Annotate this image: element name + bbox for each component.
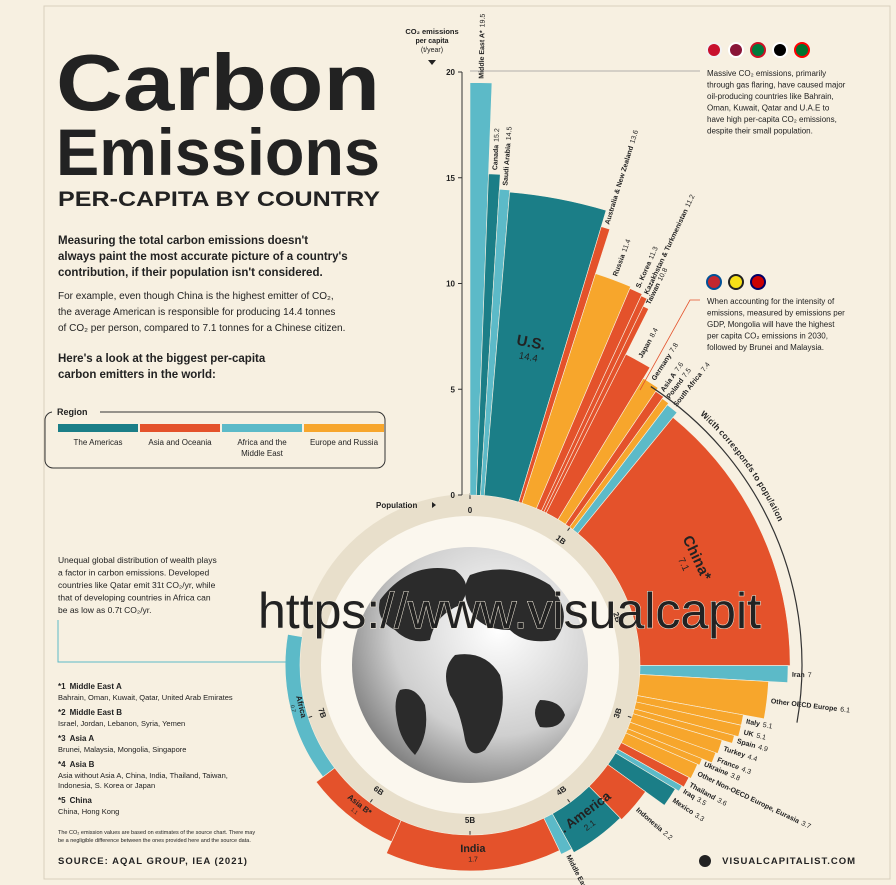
annotation: followed by Brunei and Malaysia. [707, 343, 824, 352]
subtitle: PER-CAPITA BY COUNTRY [58, 188, 380, 211]
footnote-marker: *2 [58, 708, 66, 717]
source: SOURCE: AQAL GROUP, IEA (2021) [58, 856, 248, 867]
intro-lead: contribution, if their population isn't … [58, 267, 323, 279]
disclaimer: The CO₂ emission values are based on est… [58, 830, 255, 836]
footnote-name: Asia B [70, 760, 95, 769]
bar-label-name: Iran [792, 672, 805, 679]
legend-swatch [304, 424, 384, 432]
footnote-head: *4 Asia B [58, 760, 95, 769]
annotation: have high per-capita CO₂ emissions, [707, 115, 837, 124]
footnote-name: Middle East A [70, 682, 122, 691]
legend-label: Europe and Russia [310, 438, 379, 447]
y-tick-label: 5 [451, 385, 456, 394]
flag-icon [729, 43, 743, 57]
legend-label: The Americas [74, 438, 123, 447]
disclaimer: be a negligible difference between the o… [58, 838, 251, 844]
y-tick-label: 0 [451, 491, 456, 500]
annotation: GDP, Mongolia will have the highest [707, 320, 835, 329]
footnote-name: Asia A [70, 734, 95, 743]
legend-label: Africa and the [237, 438, 287, 447]
bar-value: 7 [808, 672, 812, 679]
footnote-marker: *4 [58, 760, 66, 769]
intro-lead: Here's a look at the biggest per-capita [58, 353, 266, 365]
y-tick-label: 10 [446, 280, 455, 289]
watermark: https://www.visualcapit [258, 583, 761, 639]
bar-value: 6.1 [840, 706, 851, 714]
intro-lead: always paint the most accurate picture o… [58, 251, 348, 263]
y-axis-title: CO₂ emissions [405, 27, 458, 36]
annotation: emissions, measured by emissions per [707, 309, 845, 318]
annotation: per capita CO₂ emissions in 2030, [707, 332, 828, 341]
wealth-note: be as low as 0.7t CO₂/yr. [58, 605, 152, 615]
footnote-head: *3 Asia A [58, 734, 94, 743]
title: Carbon [56, 38, 380, 127]
flag-icon [729, 275, 743, 289]
legend-swatch [58, 424, 138, 432]
intro-lead: carbon emitters in the world: [58, 369, 216, 381]
footnote-members: Bahrain, Oman, Kuwait, Qatar, United Ara… [58, 693, 233, 702]
bar-label: Middle East A* 19.5 [479, 14, 487, 79]
footnote-name: Middle East B [70, 708, 123, 717]
legend-title: Region [57, 407, 88, 417]
footnote-members: Brunei, Malaysia, Mongolia, Singapore [58, 745, 186, 754]
annotation: despite their small population. [707, 127, 813, 136]
flag-icon [795, 43, 809, 57]
flag-icon [707, 275, 721, 289]
footnote-members: Israel, Jordan, Lebanon, Syria, Yemen [58, 719, 185, 728]
y-axis-title: per capita [415, 38, 448, 45]
flag-icon [707, 43, 721, 57]
bar-value: 15.2 [493, 128, 501, 142]
wealth-note: countries like Qatar emit 31t CO₂/yr, wh… [58, 580, 216, 590]
y-axis-title: (t/year) [421, 47, 443, 54]
footnote-members: Asia without Asia A, China, India, Thail… [58, 771, 228, 780]
footnote-marker: *1 [58, 682, 66, 691]
legend-swatch [222, 424, 302, 432]
legend-label: Asia and Oceania [148, 438, 212, 447]
legend-swatch [140, 424, 220, 432]
x-axis-title: Population [376, 501, 417, 510]
legend-label: Middle East [241, 449, 284, 458]
annotation: through gas flaring, have caused major [707, 81, 846, 90]
bar-value: 14.5 [506, 126, 514, 140]
bar-label: India [460, 843, 486, 855]
wealth-note: a factor in carbon emissions. Developed [58, 568, 209, 578]
intro-body: of CO₂ per person, compared to 7.1 tonne… [58, 323, 345, 334]
y-tick-label: 15 [446, 174, 455, 183]
footnote-members: Indonesia, S. Korea or Japan [58, 781, 155, 790]
intro-lead: Measuring the total carbon emissions doe… [58, 235, 308, 247]
bar-label-name: Canada [492, 145, 500, 171]
footnote-marker: *5 [58, 796, 66, 805]
y-tick-label: 20 [446, 68, 455, 77]
bar-label-name: Middle East A* [479, 30, 487, 79]
title: Emissions [56, 115, 380, 189]
footnote-head: *5 China [58, 796, 92, 805]
footnote-members: China, Hong Kong [58, 807, 119, 816]
x-axis-title-text: Population [376, 501, 417, 510]
annotation: Oman, Kuwait, Qatar and U.A.E to [707, 104, 830, 113]
flag-icon [751, 43, 765, 57]
intro-body: the average American is responsible for … [58, 307, 335, 318]
bar-value: 19.5 [480, 14, 487, 28]
flag-icon [751, 275, 765, 289]
footnote-marker: *3 [58, 734, 66, 743]
brand-logo [699, 855, 711, 867]
brand: VISUALCAPITALIST.COM [722, 856, 856, 867]
x-tick-label: 0 [468, 506, 473, 515]
infographic: 0 5 10 15 20 CO₂ emissions per capita (t/year) P… [0, 0, 896, 885]
flag-icon [773, 43, 787, 57]
annotation: When accounting for the intensity of [707, 297, 835, 306]
wealth-note: that of developing countries in Africa c… [58, 593, 211, 603]
annotation: oil-producing countries like Bahrain, [707, 92, 834, 101]
x-tick-label: 5B [465, 816, 475, 825]
intro-body: For example, even though China is the hi… [58, 291, 334, 302]
footnote-name: China [70, 796, 93, 805]
bar-value: 1.7 [468, 857, 478, 864]
wealth-note: Unequal global distribution of wealth pl… [58, 555, 217, 565]
annotation: Massive CO₂ emissions, primarily [707, 69, 826, 78]
